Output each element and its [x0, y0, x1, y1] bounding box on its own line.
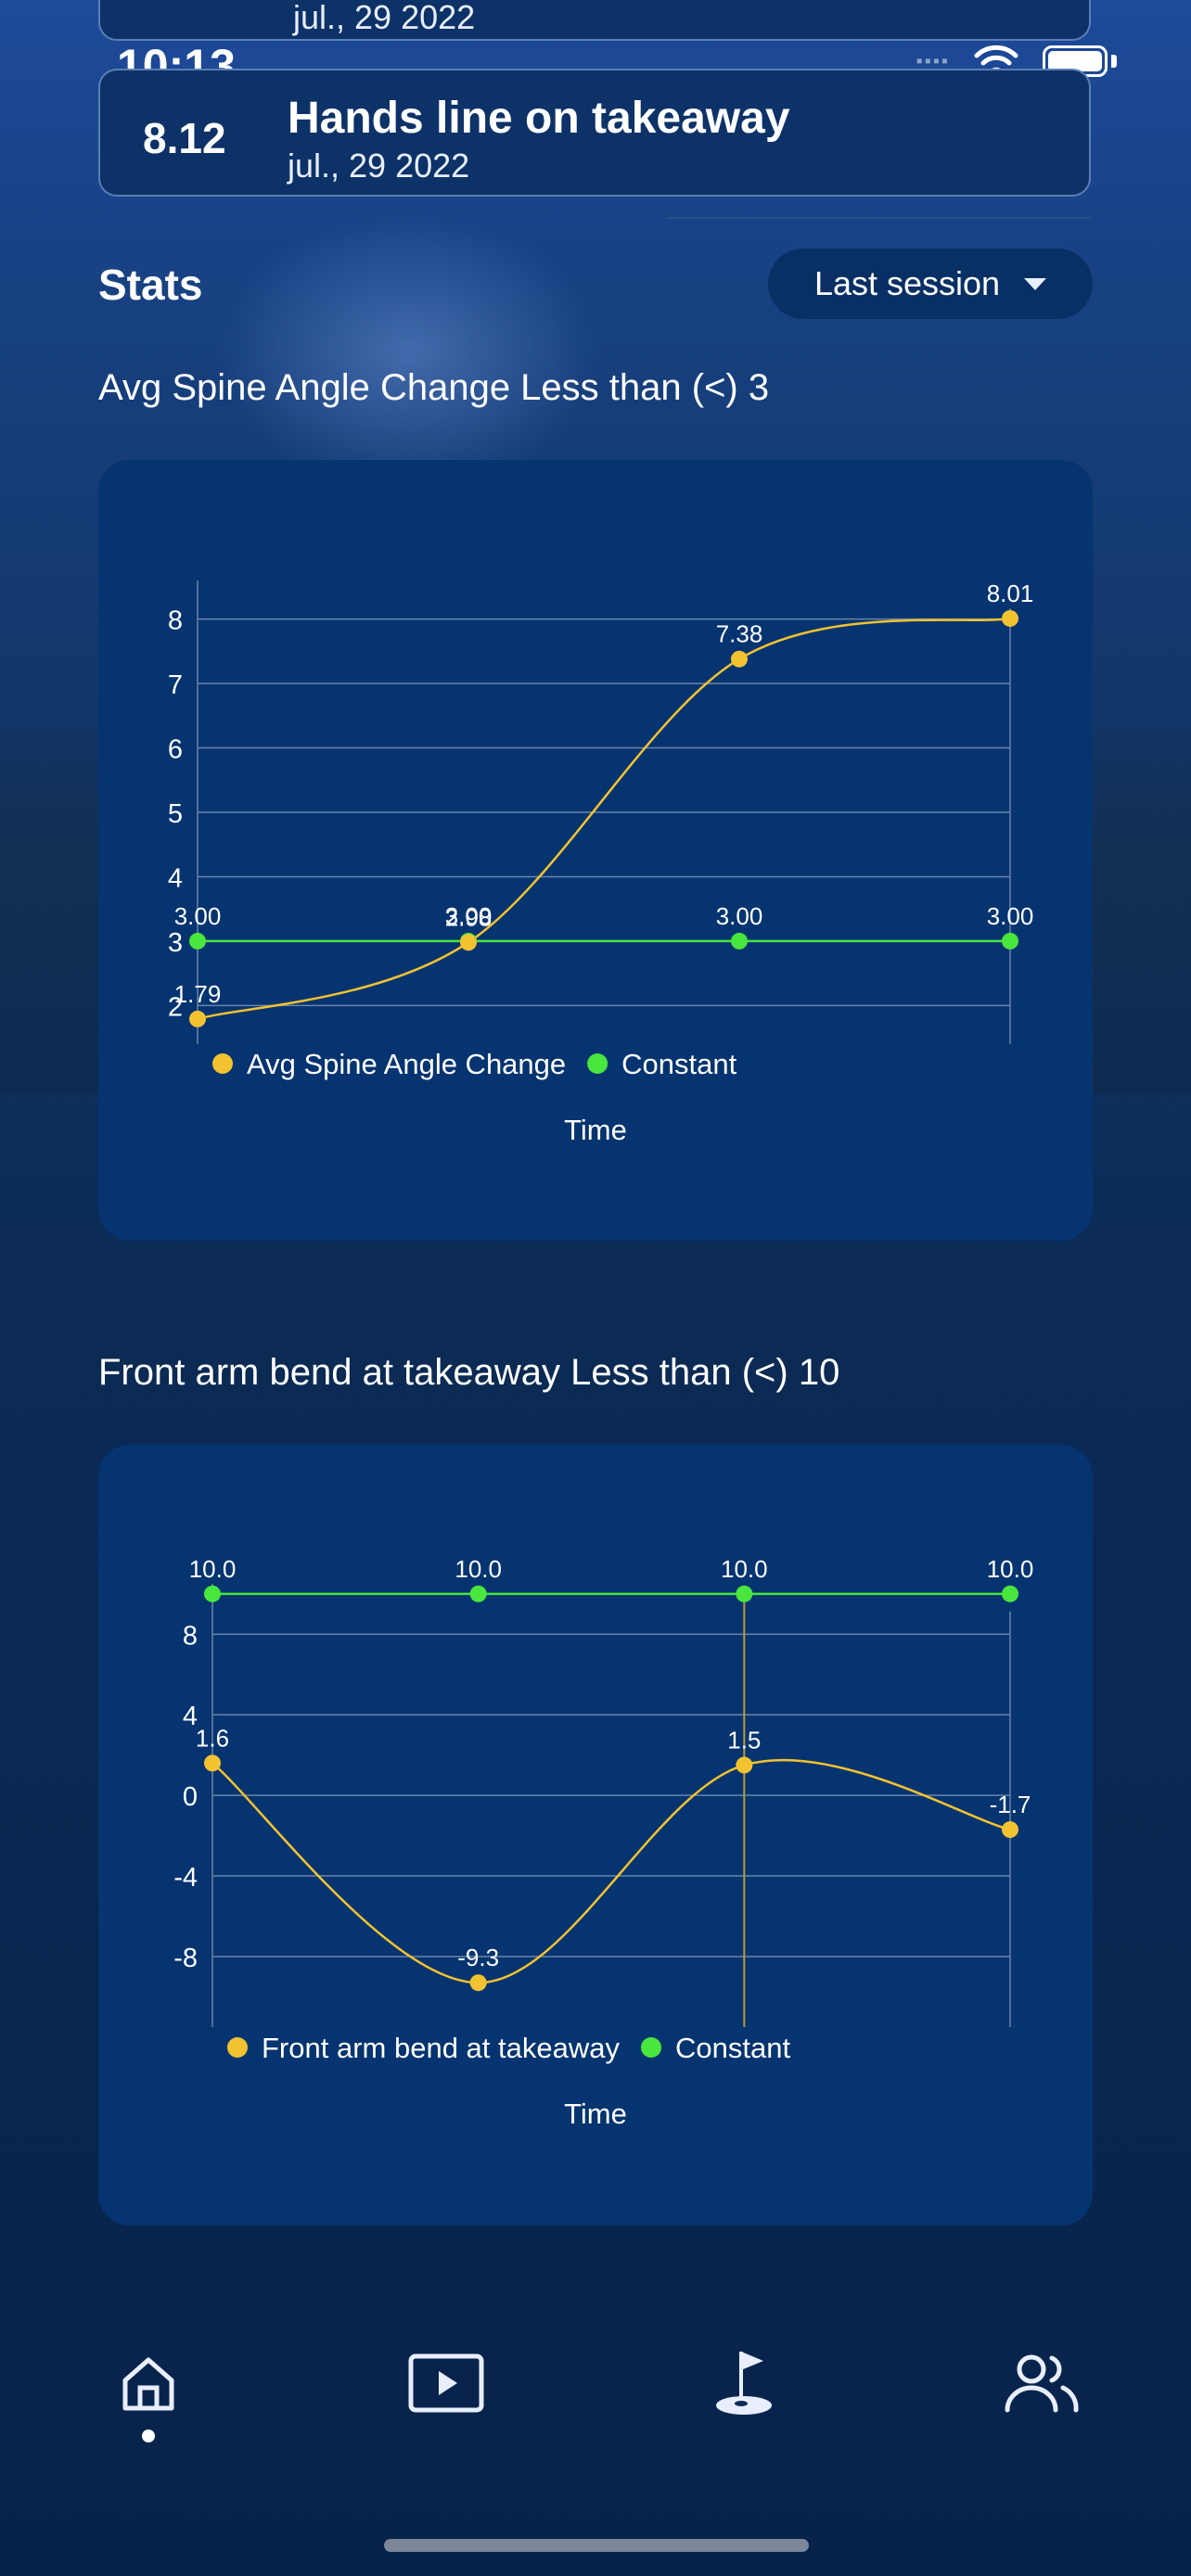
- chart2-y-tick-label: -8: [173, 1944, 198, 1973]
- chart2-data-label: 1.6: [196, 1724, 229, 1752]
- bottom-nav: [0, 2337, 1191, 2467]
- home-indicator: [384, 2539, 809, 2552]
- status-icons: ▪▪▪▪: [916, 45, 1117, 78]
- nav-home[interactable]: [102, 2337, 195, 2429]
- nav-course[interactable]: [698, 2337, 790, 2429]
- chart2-constant-label: 10.0: [987, 1555, 1034, 1583]
- chart1-constant-point: [189, 932, 206, 950]
- chart1-legend-label-1: Constant: [621, 1048, 736, 1080]
- chart1-data-label: 8.01: [987, 580, 1034, 607]
- chart-2-svg: 8 4 0 -4 -8 10.0 10.0 10.0 10.0 1.6 -9.3 1.5 -1.7 Fro…: [173, 1555, 1034, 2130]
- chart1-y-tick-label: 8: [168, 606, 183, 636]
- chart2-constant-label: 10.0: [721, 1555, 768, 1583]
- chart1-y-tick-label: 6: [168, 735, 183, 765]
- chart2-constant-point: [469, 1585, 487, 1602]
- chart2-y-tick-label: 0: [183, 1782, 198, 1812]
- chevron-down-icon: [1024, 277, 1047, 290]
- session-title: Hands line on takeaway: [288, 94, 790, 143]
- chart-2-title: Front arm bend at takeaway Less than (<)…: [98, 1352, 840, 1393]
- chart1-constant-point: [1002, 932, 1018, 950]
- chart2-legend-marker-0: [227, 2037, 248, 2058]
- session-selector-dropdown[interactable]: Last session: [768, 249, 1093, 319]
- chart-1-svg: 2 3 4 5 6 7 8 3.00 3.00 3.00 3.00 1.79 2.98 7.38 8.01 A…: [168, 580, 1034, 1146]
- previous-session-date: jul., 29 2022: [293, 0, 476, 36]
- chart2-constant-point: [736, 1585, 753, 1602]
- chart2-data-label: 1.5: [727, 1727, 761, 1754]
- home-icon: [122, 2357, 174, 2411]
- chart2-data-point: [469, 1974, 487, 1992]
- chart1-series-line: [197, 617, 1011, 1021]
- session-score: 8.12: [143, 114, 226, 162]
- chart1-legend-marker-1: [587, 1053, 608, 1074]
- previous-session-card[interactable]: jul., 29 2022: [98, 0, 1091, 41]
- chart1-y-tick-label: 5: [168, 799, 183, 829]
- session-card[interactable]: 8.12 Hands line on takeaway jul., 29 202…: [98, 69, 1091, 197]
- stats-title: Stats: [98, 261, 203, 309]
- chart2-y-tick-label: 8: [183, 1621, 198, 1651]
- chart2-data-point: [1002, 1821, 1018, 1839]
- divider: [668, 217, 1091, 219]
- chart1-data-label: 2.98: [445, 903, 493, 931]
- chart2-constant-label: 10.0: [189, 1555, 237, 1583]
- chart1-legend-marker-0: [212, 1053, 233, 1074]
- chart2-data-label: -1.7: [990, 1791, 1031, 1818]
- chart-2-card: 8 4 0 -4 -8 10.0 10.0 10.0 10.0 1.6 -9.3 1.5 -1.7 Fro…: [98, 1445, 1093, 2225]
- chart2-series-line: [211, 1759, 1011, 1984]
- chart2-constant-point: [1002, 1585, 1018, 1602]
- chart2-constant-label: 10.0: [455, 1555, 502, 1583]
- chart1-x-axis-label: Time: [564, 1114, 627, 1146]
- users-icon: [1005, 2354, 1079, 2413]
- chart1-constant-label: 3.00: [716, 902, 763, 930]
- session-selector-label: Last session: [813, 264, 1001, 302]
- chart2-data-point: [736, 1756, 753, 1774]
- chart-1-title: Avg Spine Angle Change Less than (<) 3: [98, 367, 770, 408]
- signal-icon: ▪▪▪▪: [916, 50, 950, 71]
- battery-tip: [1111, 55, 1117, 68]
- chart1-constant-point: [731, 932, 748, 950]
- chart1-constant-label: 3.00: [445, 902, 493, 930]
- chart1-constant-label: 3.00: [174, 902, 222, 930]
- chart1-data-point: [1002, 609, 1018, 627]
- chart2-data-label: -9.3: [457, 1944, 499, 1971]
- session-date: jul., 29 2022: [288, 147, 470, 185]
- golf-flag-icon: [716, 2352, 772, 2415]
- background-glow: [213, 213, 603, 491]
- chart1-data-point: [731, 650, 748, 668]
- chart2-y-tick-label: 4: [183, 1702, 198, 1731]
- chart2-y-tick-label: -4: [173, 1863, 198, 1893]
- chart1-data-point: [460, 934, 477, 951]
- nav-videos[interactable]: [400, 2337, 493, 2429]
- chart2-legend-label-1: Constant: [675, 2032, 790, 2064]
- chart2-x-axis-label: Time: [564, 2098, 627, 2130]
- chart1-y-tick-label: 2: [168, 992, 183, 1022]
- chart2-constant-point: [204, 1585, 221, 1602]
- chart-1-card: 2 3 4 5 6 7 8 3.00 3.00 3.00 3.00 1.79 2.98 7.38 8.01 A…: [98, 460, 1093, 1241]
- chart1-data-label: 1.79: [174, 980, 222, 1008]
- video-icon: [408, 2353, 484, 2413]
- chart1-data-point: [189, 1010, 206, 1027]
- chart2-legend-label-0: Front arm bend at takeaway: [262, 2032, 620, 2064]
- chart1-y-tick-label: 4: [168, 863, 183, 893]
- nav-community[interactable]: [994, 2337, 1087, 2429]
- chart1-y-tick-label: 7: [168, 670, 183, 700]
- chart1-y-tick-label: 3: [168, 928, 183, 958]
- chart2-legend-marker-1: [640, 2037, 661, 2058]
- chart1-constant-label: 3.00: [987, 902, 1034, 930]
- nav-active-indicator: [142, 2429, 155, 2442]
- chart1-legend-label-0: Avg Spine Angle Change: [247, 1048, 566, 1080]
- chart1-data-label: 7.38: [716, 620, 763, 648]
- chart2-data-point: [204, 1754, 221, 1772]
